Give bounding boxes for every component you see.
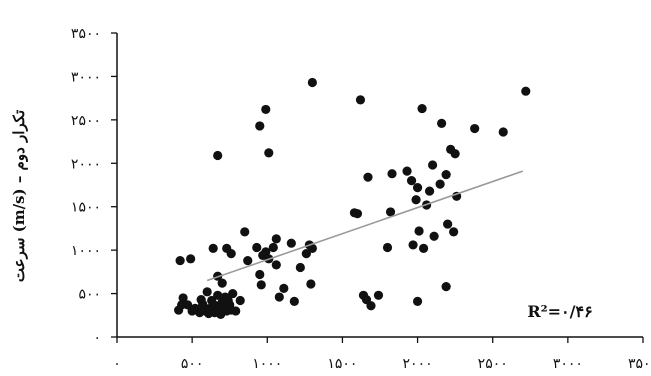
x-tick-label: ۳۰۰۰	[553, 356, 583, 372]
data-point	[271, 260, 281, 270]
x-tick-label: ۲۵۰۰	[478, 356, 508, 372]
x-tick-label: ۲۰۰۰	[403, 356, 433, 372]
data-point	[256, 280, 266, 290]
data-point	[373, 290, 384, 300]
data-point	[441, 169, 451, 180]
data-point	[208, 243, 218, 254]
data-point	[470, 123, 480, 134]
data-point	[408, 240, 418, 250]
data-point	[301, 249, 311, 259]
data-point	[402, 166, 412, 176]
data-point	[441, 282, 451, 292]
data-point	[387, 169, 397, 179]
y-tick-label: ۲۰۰۰	[71, 156, 101, 172]
x-tick-label: ۰	[113, 356, 121, 372]
data-point	[449, 227, 459, 237]
y-tick-label: ۱۰۰۰	[71, 243, 101, 259]
data-point	[274, 292, 284, 302]
data-point	[186, 254, 196, 264]
data-point	[424, 186, 435, 196]
data-point	[295, 262, 305, 273]
data-point	[417, 103, 427, 114]
x-tick-label: ۱۰۰۰	[252, 356, 282, 372]
data-point	[435, 179, 445, 189]
data-point	[175, 255, 185, 266]
data-point	[307, 243, 317, 254]
data-point	[264, 148, 274, 158]
data-point	[226, 249, 236, 259]
x-tick-label: ۳۵۰۰	[628, 356, 651, 372]
data-point	[406, 176, 417, 186]
y-tick-label: ۰	[93, 330, 101, 346]
data-point	[255, 121, 265, 131]
data-point	[443, 219, 453, 229]
data-point	[279, 283, 289, 293]
data-point	[355, 95, 366, 105]
data-point	[235, 295, 245, 306]
data-point	[352, 209, 363, 219]
y-tick-label: ۱۵۰۰	[71, 200, 101, 216]
data-point	[428, 160, 438, 170]
r-squared-annotation: R²=۰/۴۶	[527, 302, 592, 321]
data-point	[261, 247, 271, 257]
data-point	[307, 77, 317, 88]
data-point	[306, 279, 316, 289]
x-tick-label: ۵۰۰	[181, 356, 204, 372]
data-point	[255, 269, 265, 280]
data-point	[363, 172, 373, 182]
data-point	[202, 287, 212, 297]
data-point	[498, 127, 508, 137]
data-point	[240, 227, 250, 237]
data-point	[217, 278, 227, 288]
data-point	[231, 306, 241, 316]
data-point	[450, 149, 460, 159]
x-tick-label: ۱۵۰۰	[327, 356, 357, 372]
data-point	[228, 288, 238, 299]
data-point	[366, 301, 376, 311]
data-point	[213, 290, 223, 300]
data-point	[437, 118, 447, 128]
y-axis-label: سرعت (m/s) – تکرار دوم	[10, 110, 28, 282]
y-tick-label: ۳۰۰۰	[71, 69, 101, 85]
y-tick-label: ۲۵۰۰	[71, 113, 101, 129]
data-point	[261, 104, 271, 115]
data-point	[268, 242, 278, 253]
trend-line	[206, 170, 524, 282]
y-tick-label: ۵۰۰	[78, 287, 101, 303]
data-point	[286, 238, 296, 248]
data-point	[411, 195, 421, 205]
data-point	[418, 243, 429, 254]
data-point	[385, 207, 396, 217]
data-point	[271, 234, 281, 244]
data-point	[429, 231, 439, 241]
data-point	[382, 242, 393, 253]
data-point	[412, 296, 423, 306]
data-point	[412, 183, 423, 193]
data-point	[289, 296, 299, 306]
y-tick-label: ۳۵۰۰	[71, 26, 101, 42]
data-point	[252, 242, 262, 253]
data-point	[521, 86, 531, 96]
data-point	[213, 150, 223, 161]
data-point	[243, 255, 253, 266]
data-point	[178, 293, 188, 303]
data-point	[414, 226, 424, 236]
